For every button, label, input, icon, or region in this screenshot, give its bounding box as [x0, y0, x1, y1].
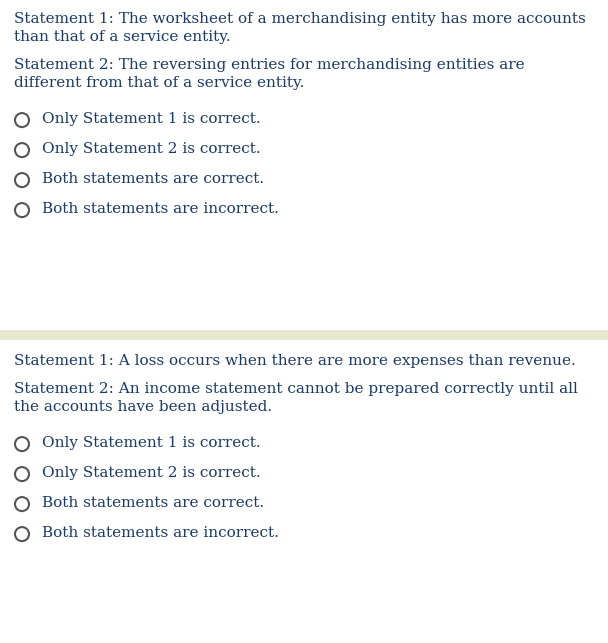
Text: Both statements are incorrect.: Both statements are incorrect. — [42, 526, 279, 540]
Text: Statement 1: A loss occurs when there are more expenses than revenue.: Statement 1: A loss occurs when there ar… — [14, 354, 576, 368]
Text: Both statements are correct.: Both statements are correct. — [42, 496, 264, 510]
Text: Statement 1: The worksheet of a merchandising entity has more accounts: Statement 1: The worksheet of a merchand… — [14, 12, 586, 26]
Text: Only Statement 1 is correct.: Only Statement 1 is correct. — [42, 112, 261, 126]
Text: Both statements are correct.: Both statements are correct. — [42, 172, 264, 186]
Text: Only Statement 1 is correct.: Only Statement 1 is correct. — [42, 436, 261, 450]
FancyBboxPatch shape — [0, 330, 608, 340]
Text: different from that of a service entity.: different from that of a service entity. — [14, 76, 305, 90]
Text: Only Statement 2 is correct.: Only Statement 2 is correct. — [42, 466, 261, 480]
Text: than that of a service entity.: than that of a service entity. — [14, 30, 230, 44]
Text: Statement 2: The reversing entries for merchandising entities are: Statement 2: The reversing entries for m… — [14, 58, 525, 72]
Text: Both statements are incorrect.: Both statements are incorrect. — [42, 202, 279, 216]
Text: the accounts have been adjusted.: the accounts have been adjusted. — [14, 400, 272, 414]
Text: Only Statement 2 is correct.: Only Statement 2 is correct. — [42, 142, 261, 156]
Text: Statement 2: An income statement cannot be prepared correctly until all: Statement 2: An income statement cannot … — [14, 382, 578, 396]
